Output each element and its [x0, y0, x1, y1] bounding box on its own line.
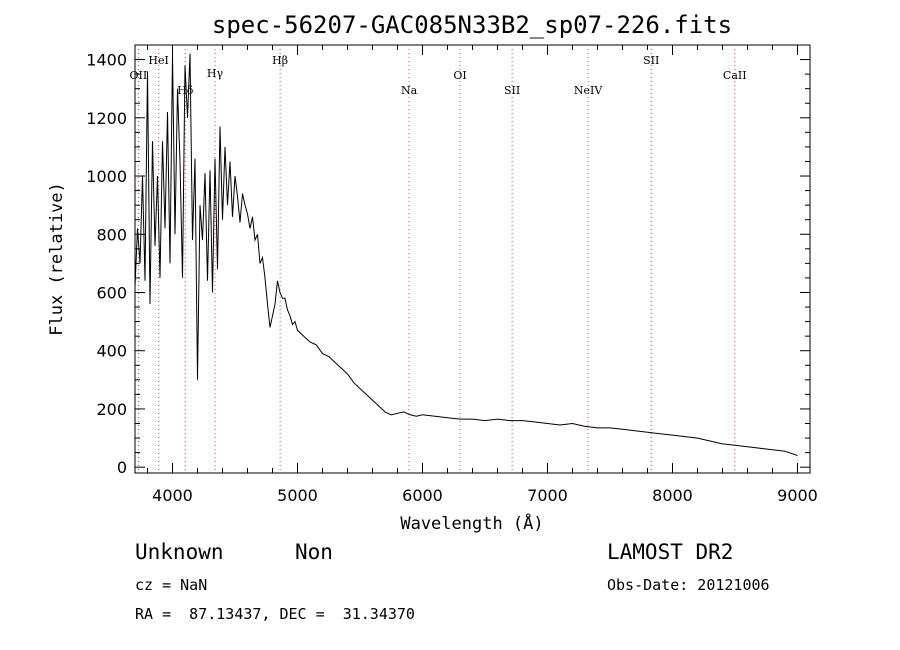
x-tick-label: 6000 [402, 486, 443, 505]
x-tick-label: 9000 [777, 486, 818, 505]
chart-title: spec-56207-GAC085N33B2_sp07-226.fits [212, 11, 732, 39]
line-label: Hδ [177, 84, 194, 97]
object-subclass: Non [295, 540, 333, 564]
y-tick-label: 0 [117, 458, 127, 477]
x-axis-ticks: 4000 5000 6000 7000 8000 9000 [147, 45, 818, 505]
line-label: Hβ [272, 54, 288, 67]
plot-frame [134, 44, 811, 474]
y-axis-title: Flux (relative) [47, 182, 67, 336]
x-axis-title: Wavelength (Å) [400, 512, 543, 534]
line-label: Hγ [207, 67, 224, 80]
x-tick-label: 5000 [277, 486, 318, 505]
obs-date: Obs-Date: 20121006 [607, 576, 770, 594]
spectrum-line [134, 53, 798, 456]
x-tick-label: 8000 [652, 486, 693, 505]
line-label: SII [504, 84, 520, 97]
x-tick-label: 7000 [527, 486, 568, 505]
y-tick-label: 1000 [86, 167, 127, 186]
x-tick-label: 4000 [152, 486, 193, 505]
object-class: Unknown [135, 540, 224, 564]
y-axis-ticks: 0 200 400 600 800 1000 1200 1400 [86, 51, 810, 477]
line-label: HeI [148, 54, 168, 67]
emission-line-markers [137, 49, 736, 473]
line-label: OII [130, 69, 148, 82]
line-label: SII [643, 54, 659, 67]
spectrum-chart: spec-56207-GAC085N33B2_sp07-226.fits OII… [47, 11, 818, 534]
coordinates: RA = 87.13437, DEC = 31.34370 [135, 605, 415, 623]
y-tick-label: 800 [96, 225, 127, 244]
redshift-cz: cz = NaN [135, 576, 208, 594]
y-tick-label: 600 [96, 283, 127, 302]
y-tick-label: 200 [96, 400, 127, 419]
line-label: NeIV [574, 84, 603, 97]
y-tick-label: 1200 [86, 109, 127, 128]
line-label: Na [401, 84, 418, 97]
survey-name: LAMOST DR2 [607, 540, 734, 564]
y-tick-label: 400 [96, 342, 127, 361]
y-tick-label: 1400 [86, 51, 127, 70]
line-label: OI [453, 69, 466, 82]
line-label: CaII [723, 69, 747, 82]
